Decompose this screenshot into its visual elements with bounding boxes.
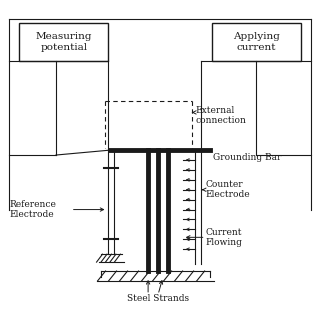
Text: Applying
current: Applying current (233, 32, 280, 52)
Text: Grounding Bar: Grounding Bar (212, 153, 281, 162)
Text: Measuring
potential: Measuring potential (36, 32, 92, 52)
Text: Reference
Electrode: Reference Electrode (9, 200, 56, 219)
Text: Counter
Electrode: Counter Electrode (206, 180, 250, 199)
Text: Current
Flowing: Current Flowing (206, 228, 243, 247)
Text: External
connection: External connection (196, 106, 247, 125)
FancyBboxPatch shape (19, 23, 108, 61)
Text: Steel Strands: Steel Strands (127, 294, 189, 303)
FancyBboxPatch shape (212, 23, 301, 61)
